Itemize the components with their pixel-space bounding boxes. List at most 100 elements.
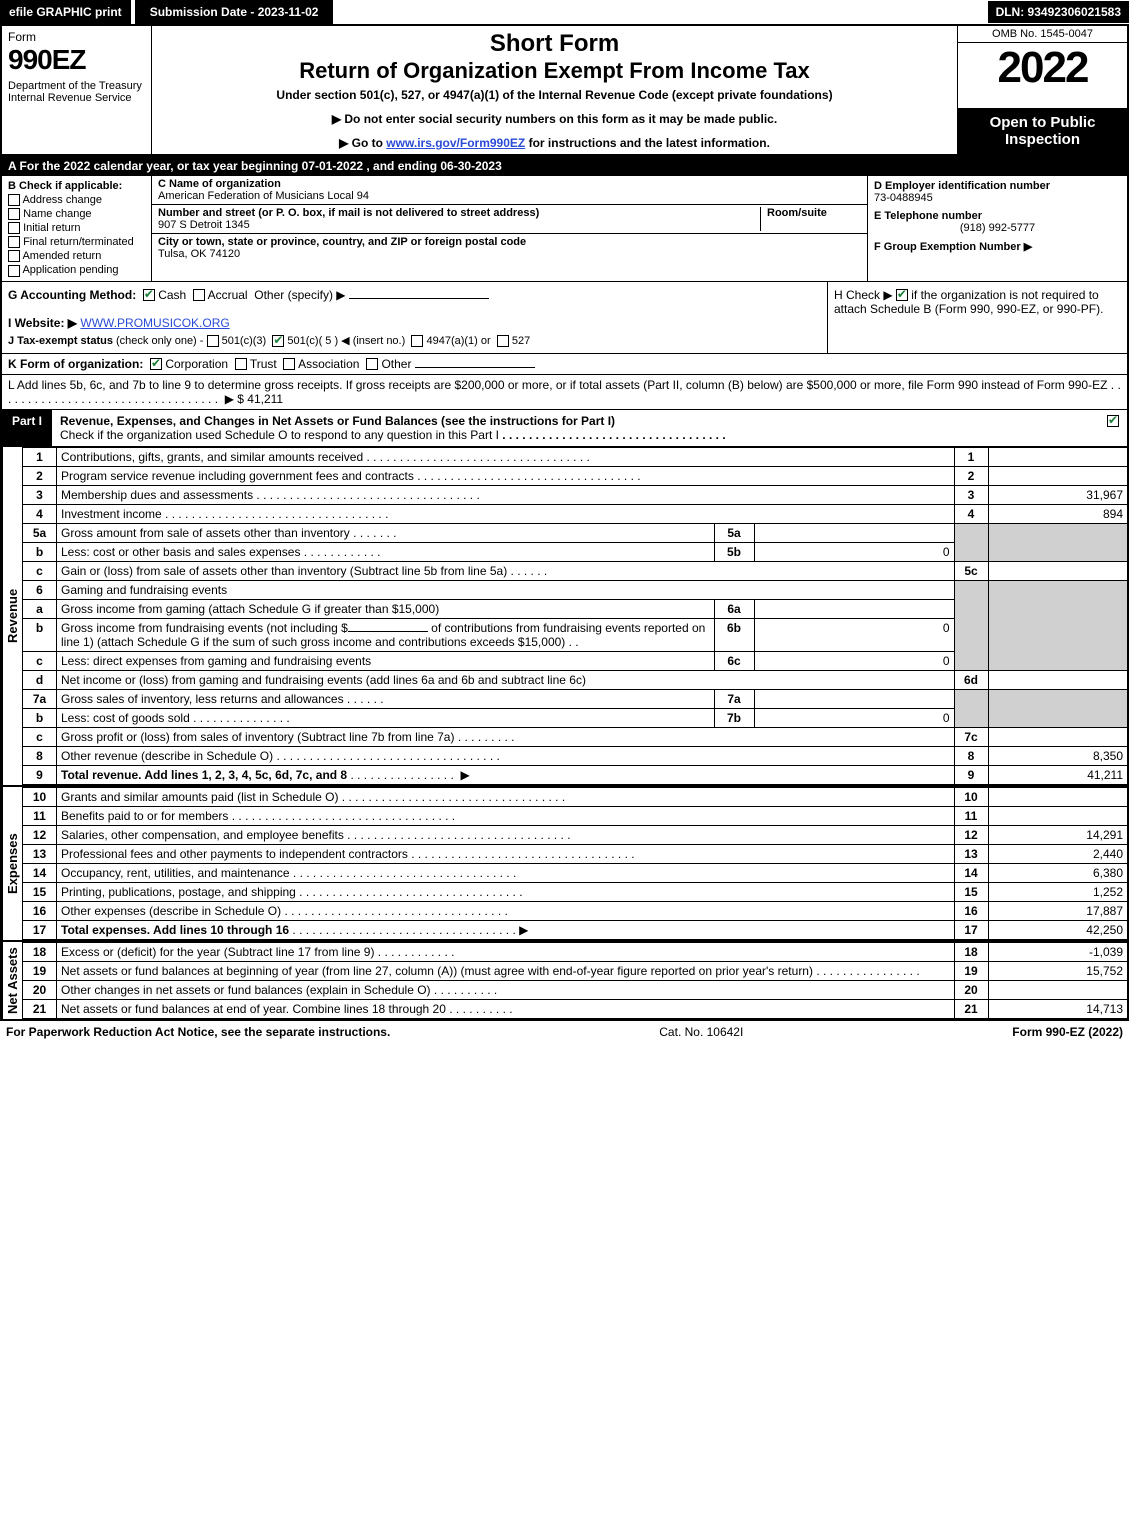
contrib-input[interactable] — [348, 631, 428, 632]
sub-lbl: 5b — [714, 542, 754, 561]
line-18: 18Excess or (deficit) for the year (Subt… — [23, 942, 1129, 961]
line-num: 1 — [23, 447, 57, 466]
h-pre: H Check ▶ — [834, 288, 893, 302]
line-desc: Other revenue (describe in Schedule O) — [61, 749, 273, 763]
line-desc: Total expenses. Add lines 10 through 16 — [61, 923, 289, 937]
line-rnum: 5c — [954, 561, 988, 580]
line-desc: Total revenue. Add lines 1, 2, 3, 4, 5c,… — [61, 768, 347, 782]
line-val — [988, 466, 1128, 485]
line-num: 2 — [23, 466, 57, 485]
line-num: 18 — [23, 942, 57, 961]
line-num: 8 — [23, 746, 57, 765]
chk-trust[interactable] — [235, 358, 247, 370]
form-header: Form 990EZ Department of the Treasury In… — [0, 24, 1129, 156]
chk-address-change[interactable]: Address change — [8, 194, 145, 206]
line-num: 10 — [23, 787, 57, 806]
line-num: d — [23, 670, 57, 689]
line-6: 6Gaming and fundraising events — [23, 580, 1129, 599]
line-val: 2,440 — [988, 844, 1128, 863]
line-rnum: 18 — [954, 942, 988, 961]
chk-accrual[interactable] — [193, 289, 205, 301]
line-desc-pre: Gross income from fundraising events (no… — [61, 621, 348, 635]
line-num: c — [23, 651, 57, 670]
street-address: 907 S Detroit 1345 — [158, 219, 250, 231]
efile-link[interactable]: efile GRAPHIC print — [0, 0, 131, 24]
line-rnum: 6d — [954, 670, 988, 689]
line-val — [988, 447, 1128, 466]
chk-501c3[interactable] — [207, 335, 219, 347]
chk-initial-return[interactable]: Initial return — [8, 222, 145, 234]
irs-link[interactable]: www.irs.gov/Form990EZ — [386, 136, 525, 150]
line-num: 12 — [23, 825, 57, 844]
row-g: G Accounting Method: Cash Accrual Other … — [8, 288, 821, 302]
chk-527[interactable] — [497, 335, 509, 347]
line-14: 14Occupancy, rent, utilities, and mainte… — [23, 863, 1129, 882]
netassets-vlabel: Net Assets — [2, 942, 22, 1019]
other-org-input[interactable] — [415, 367, 535, 368]
line-val — [988, 561, 1128, 580]
chk-other-org[interactable] — [366, 358, 378, 370]
sub-lbl: 5a — [714, 523, 754, 542]
line-num: c — [23, 727, 57, 746]
part-title-text: Revenue, Expenses, and Changes in Net As… — [60, 414, 615, 428]
line-desc: Investment income — [61, 507, 162, 521]
g-accrual: Accrual — [208, 288, 248, 302]
chk-application-pending[interactable]: Application pending — [8, 264, 145, 276]
chk-h[interactable] — [896, 289, 908, 301]
line-num: b — [23, 708, 57, 727]
line-val: 31,967 — [988, 485, 1128, 504]
line-desc: Grants and similar amounts paid (list in… — [61, 790, 338, 804]
b-header: B Check if applicable: — [8, 180, 145, 192]
line-rnum: 13 — [954, 844, 988, 863]
room-label: Room/suite — [767, 207, 827, 219]
line-rnum: 1 — [954, 447, 988, 466]
line-num: c — [23, 561, 57, 580]
chk-501c[interactable] — [272, 335, 284, 347]
ein-label: D Employer identification number — [874, 180, 1121, 192]
chk-assoc[interactable] — [283, 358, 295, 370]
line-desc: Gross income from gaming (attach Schedul… — [61, 602, 439, 616]
line-rnum: 11 — [954, 806, 988, 825]
chk-final-return[interactable]: Final return/terminated — [8, 236, 145, 248]
i-label: I Website: ▶ — [8, 316, 77, 330]
header-left: Form 990EZ Department of the Treasury In… — [2, 26, 152, 154]
chk-label: Address change — [22, 194, 102, 206]
line-12: 12Salaries, other compensation, and empl… — [23, 825, 1129, 844]
line-num: 14 — [23, 863, 57, 882]
chk-name-change[interactable]: Name change — [8, 208, 145, 220]
line-num: 21 — [23, 999, 57, 1018]
part-title: Revenue, Expenses, and Changes in Net As… — [52, 410, 1099, 446]
other-input[interactable] — [349, 298, 489, 299]
form-number: 990EZ — [8, 44, 145, 76]
line-6d: d Net income or (loss) from gaming and fu… — [23, 670, 1129, 689]
row-a: A For the 2022 calendar year, or tax yea… — [0, 156, 1129, 176]
g-cash: Cash — [158, 288, 186, 302]
part-tag: Part I — [2, 410, 52, 446]
grp-label: F Group Exemption Number ▶ — [874, 240, 1121, 253]
col-d: D Employer identification number 73-0488… — [867, 176, 1127, 281]
line-desc: Net assets or fund balances at beginning… — [61, 964, 813, 978]
k-trust: Trust — [250, 357, 277, 371]
chk-amended-return[interactable]: Amended return — [8, 250, 145, 262]
title-return: Return of Organization Exempt From Incom… — [158, 58, 951, 84]
tel-label: E Telephone number — [874, 210, 1121, 222]
website-link[interactable]: WWW.PROMUSICOK.ORG — [80, 316, 229, 330]
revenue-vlabel: Revenue — [2, 447, 22, 785]
sub-val — [754, 689, 954, 708]
k-assoc: Association — [298, 357, 359, 371]
j-501c: 501(c)( 5 ) ◀ (insert no.) — [287, 335, 405, 347]
line-5a: 5aGross amount from sale of assets other… — [23, 523, 1129, 542]
chk-schedule-o[interactable] — [1107, 415, 1119, 427]
cell-org-name: C Name of organization American Federati… — [152, 176, 867, 205]
line-desc: Net income or (loss) from gaming and fun… — [61, 673, 586, 687]
chk-cash[interactable] — [143, 289, 155, 301]
j-501c3: 501(c)(3) — [222, 335, 267, 347]
line-val — [988, 806, 1128, 825]
line-desc: Printing, publications, postage, and shi… — [61, 885, 296, 899]
line-desc: Professional fees and other payments to … — [61, 847, 408, 861]
line-desc: Gross profit or (loss) from sales of inv… — [61, 730, 454, 744]
cell-address: Number and street (or P. O. box, if mail… — [152, 205, 867, 234]
chk-4947[interactable] — [411, 335, 423, 347]
chk-corp[interactable] — [150, 358, 162, 370]
line-rnum: 9 — [954, 765, 988, 784]
